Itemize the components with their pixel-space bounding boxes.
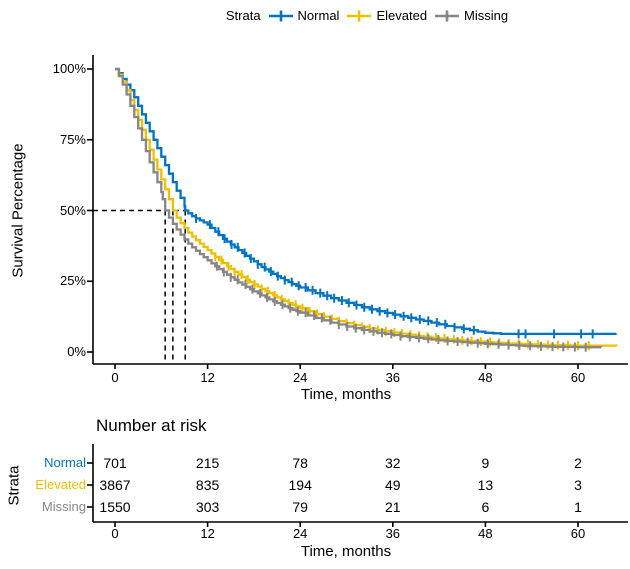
x-tick-label: 24 (292, 370, 308, 385)
x-tick-label: 36 (385, 370, 401, 385)
risk-value: 78 (292, 455, 308, 471)
risk-value: 3867 (99, 477, 131, 493)
risk-value: 21 (385, 499, 401, 515)
legend-title: Strata (225, 8, 261, 23)
risk-table-x-tick-label: 0 (111, 526, 119, 541)
risk-row-label-missing: Missing (41, 499, 86, 514)
strata-legend: Strata Normal Elevated Missing (104, 8, 630, 23)
risk-value: 701 (103, 455, 127, 471)
risk-value: 49 (385, 477, 401, 493)
risk-row-label-normal: Normal (44, 455, 86, 470)
y-axis-title: Survival Percentage (9, 143, 27, 278)
risk-value: 835 (195, 477, 220, 493)
survival-curve-elevated (115, 67, 618, 347)
y-tick-label: 25% (59, 273, 86, 289)
legend-item-label: Normal (297, 8, 340, 23)
y-tick-label: 75% (59, 131, 86, 147)
censor-plus-icon (435, 10, 460, 21)
risk-value: 303 (195, 499, 220, 515)
x-axis-title: Time, months (300, 386, 392, 403)
censor-plus-icon (347, 10, 372, 21)
legend-item-elevated: Elevated (346, 8, 427, 23)
risk-value: 6 (481, 499, 490, 515)
risk-value: 3 (574, 477, 582, 493)
risk-value: 2 (574, 455, 582, 471)
risk-value: 79 (292, 499, 308, 515)
risk-table-x-tick-label: 36 (385, 526, 401, 541)
risk-value: 215 (195, 455, 220, 471)
risk-value: 1 (574, 499, 582, 515)
risk-value: 13 (477, 477, 494, 493)
legend-item-label: Missing (464, 8, 509, 23)
risk-table-x-tick-label: 12 (200, 526, 215, 541)
censor-plus-icon (268, 10, 293, 21)
risk-value: 194 (288, 477, 312, 493)
legend-item-label: Elevated (376, 8, 428, 23)
risk-table-x-tick-label: 60 (570, 526, 586, 541)
risk-value: 32 (385, 455, 401, 471)
y-tick-label: 50% (59, 202, 86, 218)
y-tick-label: 100% (52, 61, 86, 76)
risk-row-label-elevated: Elevated (35, 477, 86, 492)
legend-item-missing: Missing (434, 8, 508, 23)
x-tick-label: 12 (200, 370, 215, 385)
risk-table-title: Number at risk (96, 416, 207, 435)
risk-table-x-tick-label: 48 (478, 526, 493, 541)
risk-value: 1550 (99, 499, 131, 515)
legend-item-normal: Normal (268, 8, 340, 23)
y-tick-label: 0% (67, 344, 86, 359)
risk-table-x-tick-label: 24 (292, 526, 308, 541)
x-tick-label: 0 (111, 370, 119, 385)
risk-table-x-axis-title: Time, months (300, 543, 392, 560)
survival-curve-normal (115, 67, 617, 336)
x-tick-label: 60 (570, 370, 586, 385)
risk-value: 9 (481, 455, 490, 471)
x-tick-label: 48 (478, 370, 493, 385)
